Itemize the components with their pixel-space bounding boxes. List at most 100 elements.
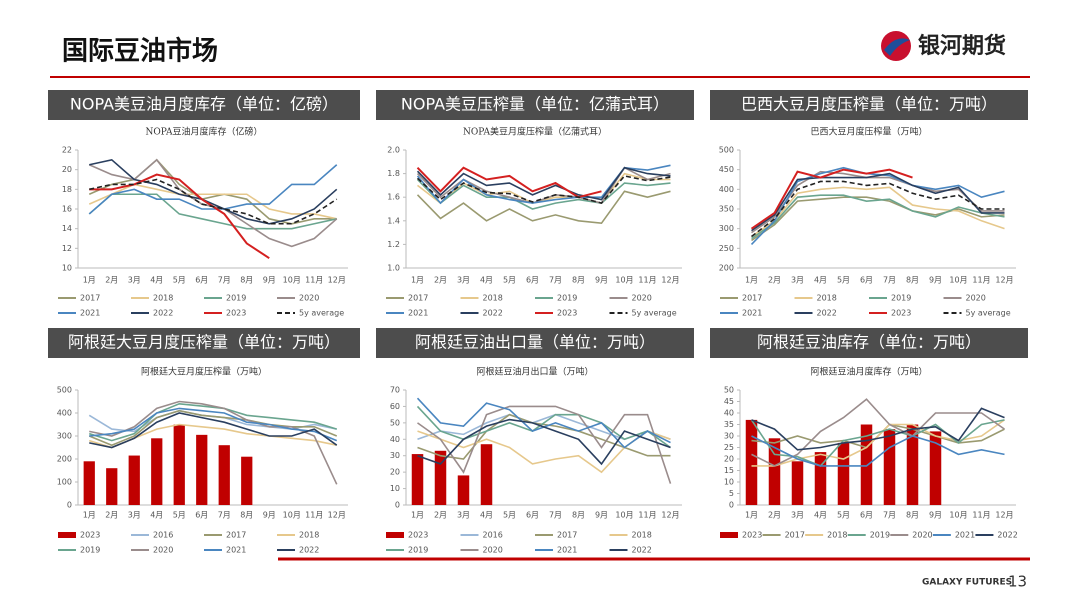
series-line (751, 172, 1005, 232)
legend-label: 2020 (483, 546, 503, 555)
bar (883, 429, 896, 505)
logo-swoosh (884, 38, 910, 56)
legend-label: 5y average (632, 309, 677, 318)
legend-label: 2018 (483, 294, 503, 303)
series-line (89, 178, 338, 225)
legend-label: 2019 (80, 546, 100, 555)
x-tick-label: 2月 (768, 511, 781, 520)
series-line (88, 409, 338, 447)
chart-title: NOPA美豆月度压榨量（亿蒲式耳） (463, 126, 607, 138)
y-tick-label: 100 (57, 478, 72, 487)
legend-label: 2022 (153, 309, 173, 318)
legend-label: 2021 (742, 309, 762, 318)
series-line (751, 196, 1005, 242)
x-tick-label: 6月 (526, 276, 539, 285)
y-tick-label: 1.0 (387, 264, 400, 273)
series-line (416, 175, 671, 204)
series-line (416, 405, 671, 449)
y-tick-label: 0 (395, 501, 400, 510)
x-tick-label: 12月 (328, 511, 346, 520)
y-tick-label: 30 (390, 451, 400, 460)
legend-label: 2022 (483, 309, 503, 318)
x-tick-label: 9月 (595, 276, 608, 285)
x-tick-label: 10月 (615, 511, 633, 520)
x-tick-label: 2月 (105, 511, 118, 520)
x-tick-label: 11月 (305, 276, 323, 285)
y-tick-label: 0 (67, 501, 72, 510)
y-tick-label: 200 (719, 264, 734, 273)
x-tick-label: 11月 (972, 276, 990, 285)
legend-label: 2019 (557, 294, 577, 303)
panel-title: NOPA美豆油月度库存（单位：亿磅） (70, 95, 338, 114)
x-tick-label: 11月 (305, 511, 323, 520)
x-tick-label: 3月 (128, 276, 141, 285)
x-tick-label: 11月 (638, 276, 656, 285)
y-tick-label: 20 (390, 468, 400, 477)
x-tick-label: 12月 (995, 276, 1013, 285)
x-tick-label: 7月 (549, 511, 562, 520)
legend-label: 2023 (891, 309, 911, 318)
page-number: 13 (1008, 573, 1027, 591)
y-tick-label: 10 (724, 478, 734, 487)
y-tick-label: 20 (724, 455, 734, 464)
y-tick-label: 400 (57, 409, 72, 418)
x-tick-label: 6月 (860, 511, 873, 520)
legend-label: 2022 (997, 531, 1017, 540)
x-tick-label: 12月 (328, 276, 346, 285)
x-tick-label: 8月 (240, 276, 253, 285)
series-line (417, 413, 671, 460)
bar (791, 461, 804, 505)
legend-label: 2017 (742, 294, 762, 303)
logo: 银河期货 (881, 31, 1006, 61)
x-tick-label: 11月 (638, 511, 656, 520)
bar (106, 468, 118, 505)
legend-label: 2017 (80, 294, 100, 303)
legend-label: 2020 (153, 546, 173, 555)
legend-swatch (386, 532, 404, 538)
x-tick-label: 5月 (173, 511, 186, 520)
legend-label: 2018 (153, 294, 173, 303)
legend-label: 2021 (408, 309, 428, 318)
bar (457, 475, 470, 505)
chart-title: 阿根廷大豆月度压榨量（万吨） (141, 366, 267, 378)
chart-title: NOPA豆油月度库存（亿磅） (146, 126, 263, 138)
x-tick-label: 4月 (150, 511, 163, 520)
legend-label: 2016 (153, 531, 173, 540)
y-tick-label: 2.0 (387, 146, 400, 155)
x-tick-label: 7月 (549, 276, 562, 285)
y-tick-label: 10 (390, 484, 400, 493)
y-tick-label: 500 (719, 146, 734, 155)
series-line (88, 183, 337, 220)
y-tick-label: 20 (62, 165, 72, 174)
x-tick-label: 7月 (883, 511, 896, 520)
y-tick-label: 300 (719, 224, 734, 233)
y-tick-label: 500 (57, 386, 72, 395)
y-tick-label: 60 (390, 402, 400, 411)
x-tick-label: 8月 (240, 511, 253, 520)
y-tick-label: 14 (62, 224, 72, 233)
series-line (88, 164, 338, 215)
legend-label: 2020 (632, 294, 652, 303)
panel-header (710, 328, 1028, 358)
x-tick-label: 9月 (263, 511, 276, 520)
y-tick-label: 1.8 (387, 169, 400, 178)
bar (241, 456, 253, 505)
x-tick-label: 3月 (791, 276, 804, 285)
series-line (89, 173, 270, 260)
legend-label: 5y average (299, 309, 344, 318)
bar (411, 454, 424, 505)
legend-label: 2021 (557, 546, 577, 555)
y-tick-label: 0 (729, 501, 734, 510)
x-tick-label: 10月 (283, 511, 301, 520)
legend-label: 2023 (742, 531, 762, 540)
bar (745, 419, 758, 505)
legend-label: 2018 (632, 531, 652, 540)
panel-title: NOPA美豆压榨量（单位：亿蒲式耳） (401, 95, 669, 114)
x-tick-label: 3月 (128, 511, 141, 520)
chart-title: 阿根廷豆油月出口量（万吨） (476, 366, 593, 378)
x-tick-label: 9月 (929, 511, 942, 520)
y-tick-label: 1.4 (387, 216, 400, 225)
y-tick-label: 35 (724, 420, 734, 429)
